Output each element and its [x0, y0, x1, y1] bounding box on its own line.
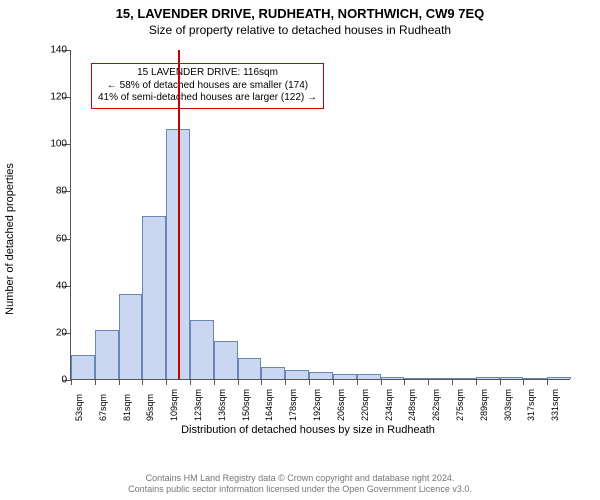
x-tick — [214, 379, 215, 385]
histogram-bar — [71, 355, 95, 379]
reference-line — [178, 50, 180, 379]
x-tick — [71, 379, 72, 385]
x-tick-label: 109sqm — [169, 389, 179, 421]
x-tick — [261, 379, 262, 385]
x-tick-label: 206sqm — [336, 389, 346, 421]
histogram-bar — [452, 378, 476, 379]
x-tick — [357, 379, 358, 385]
x-tick-label: 53sqm — [74, 394, 84, 421]
y-tick-label: 40 — [37, 280, 67, 291]
x-tick — [285, 379, 286, 385]
y-axis-label: Number of detached properties — [4, 163, 16, 315]
histogram-bar — [238, 358, 262, 379]
x-tick-label: 164sqm — [264, 389, 274, 421]
x-tick-label: 192sqm — [312, 389, 322, 421]
title-block: 15, LAVENDER DRIVE, RUDHEATH, NORTHWICH,… — [0, 0, 600, 37]
x-tick — [309, 379, 310, 385]
histogram-bar — [261, 367, 285, 379]
annotation-line-2: ← 58% of detached houses are smaller (17… — [98, 80, 317, 93]
histogram-bar — [547, 377, 571, 379]
x-tick — [166, 379, 167, 385]
y-tick-label: 60 — [37, 233, 67, 244]
x-tick-label: 136sqm — [217, 389, 227, 421]
x-axis-caption: Distribution of detached houses by size … — [28, 424, 588, 436]
x-tick-label: 67sqm — [98, 394, 108, 421]
y-tick-label: 100 — [37, 139, 67, 150]
x-tick — [476, 379, 477, 385]
histogram-bar — [381, 377, 405, 379]
x-tick — [333, 379, 334, 385]
histogram-bar — [404, 378, 428, 379]
y-tick-label: 120 — [37, 92, 67, 103]
histogram-bar — [500, 377, 524, 379]
histogram-bar — [476, 377, 500, 379]
x-tick-label: 95sqm — [145, 394, 155, 421]
x-tick-label: 81sqm — [122, 394, 132, 421]
histogram-bar — [214, 341, 238, 379]
x-tick-label: 248sqm — [407, 389, 417, 421]
x-tick — [428, 379, 429, 385]
chart-area: Number of detached properties 15 LAVENDE… — [28, 44, 588, 434]
x-tick-label: 331sqm — [550, 389, 560, 421]
annotation-line-3: 41% of semi-detached houses are larger (… — [98, 92, 317, 105]
x-tick — [119, 379, 120, 385]
histogram-bar — [523, 378, 547, 379]
x-tick — [190, 379, 191, 385]
x-tick — [547, 379, 548, 385]
histogram-bar — [95, 330, 119, 380]
x-tick — [238, 379, 239, 385]
histogram-bar — [119, 294, 143, 379]
x-tick-label: 317sqm — [526, 389, 536, 421]
y-tick-label: 140 — [37, 45, 67, 56]
x-tick — [95, 379, 96, 385]
x-tick — [404, 379, 405, 385]
histogram-bar — [333, 374, 357, 379]
x-tick — [142, 379, 143, 385]
attribution-line-1: Contains HM Land Registry data © Crown c… — [0, 473, 600, 485]
x-tick-label: 275sqm — [455, 389, 465, 421]
x-tick-label: 220sqm — [360, 389, 370, 421]
x-tick — [452, 379, 453, 385]
y-tick-label: 20 — [37, 327, 67, 338]
x-tick-label: 150sqm — [241, 389, 251, 421]
histogram-bar — [357, 374, 381, 379]
x-tick-label: 262sqm — [431, 389, 441, 421]
histogram-bar — [142, 216, 166, 379]
histogram-bar — [428, 378, 452, 379]
x-tick — [523, 379, 524, 385]
attribution-line-2: Contains public sector information licen… — [0, 484, 600, 496]
x-tick — [381, 379, 382, 385]
x-tick-label: 178sqm — [288, 389, 298, 421]
annotation-box: 15 LAVENDER DRIVE: 116sqm ← 58% of detac… — [91, 63, 324, 109]
x-tick-label: 303sqm — [503, 389, 513, 421]
x-tick-label: 234sqm — [384, 389, 394, 421]
x-tick-label: 123sqm — [193, 389, 203, 421]
y-tick-label: 0 — [37, 375, 67, 386]
attribution: Contains HM Land Registry data © Crown c… — [0, 473, 600, 496]
histogram-bar — [285, 370, 309, 379]
y-tick-label: 80 — [37, 186, 67, 197]
x-tick — [500, 379, 501, 385]
histogram-bar — [309, 372, 333, 379]
x-tick-label: 289sqm — [479, 389, 489, 421]
subtitle: Size of property relative to detached ho… — [0, 23, 600, 37]
annotation-line-1: 15 LAVENDER DRIVE: 116sqm — [98, 67, 317, 80]
plot-region: 15 LAVENDER DRIVE: 116sqm ← 58% of detac… — [70, 50, 570, 380]
address-line: 15, LAVENDER DRIVE, RUDHEATH, NORTHWICH,… — [0, 6, 600, 21]
histogram-bar — [190, 320, 214, 379]
